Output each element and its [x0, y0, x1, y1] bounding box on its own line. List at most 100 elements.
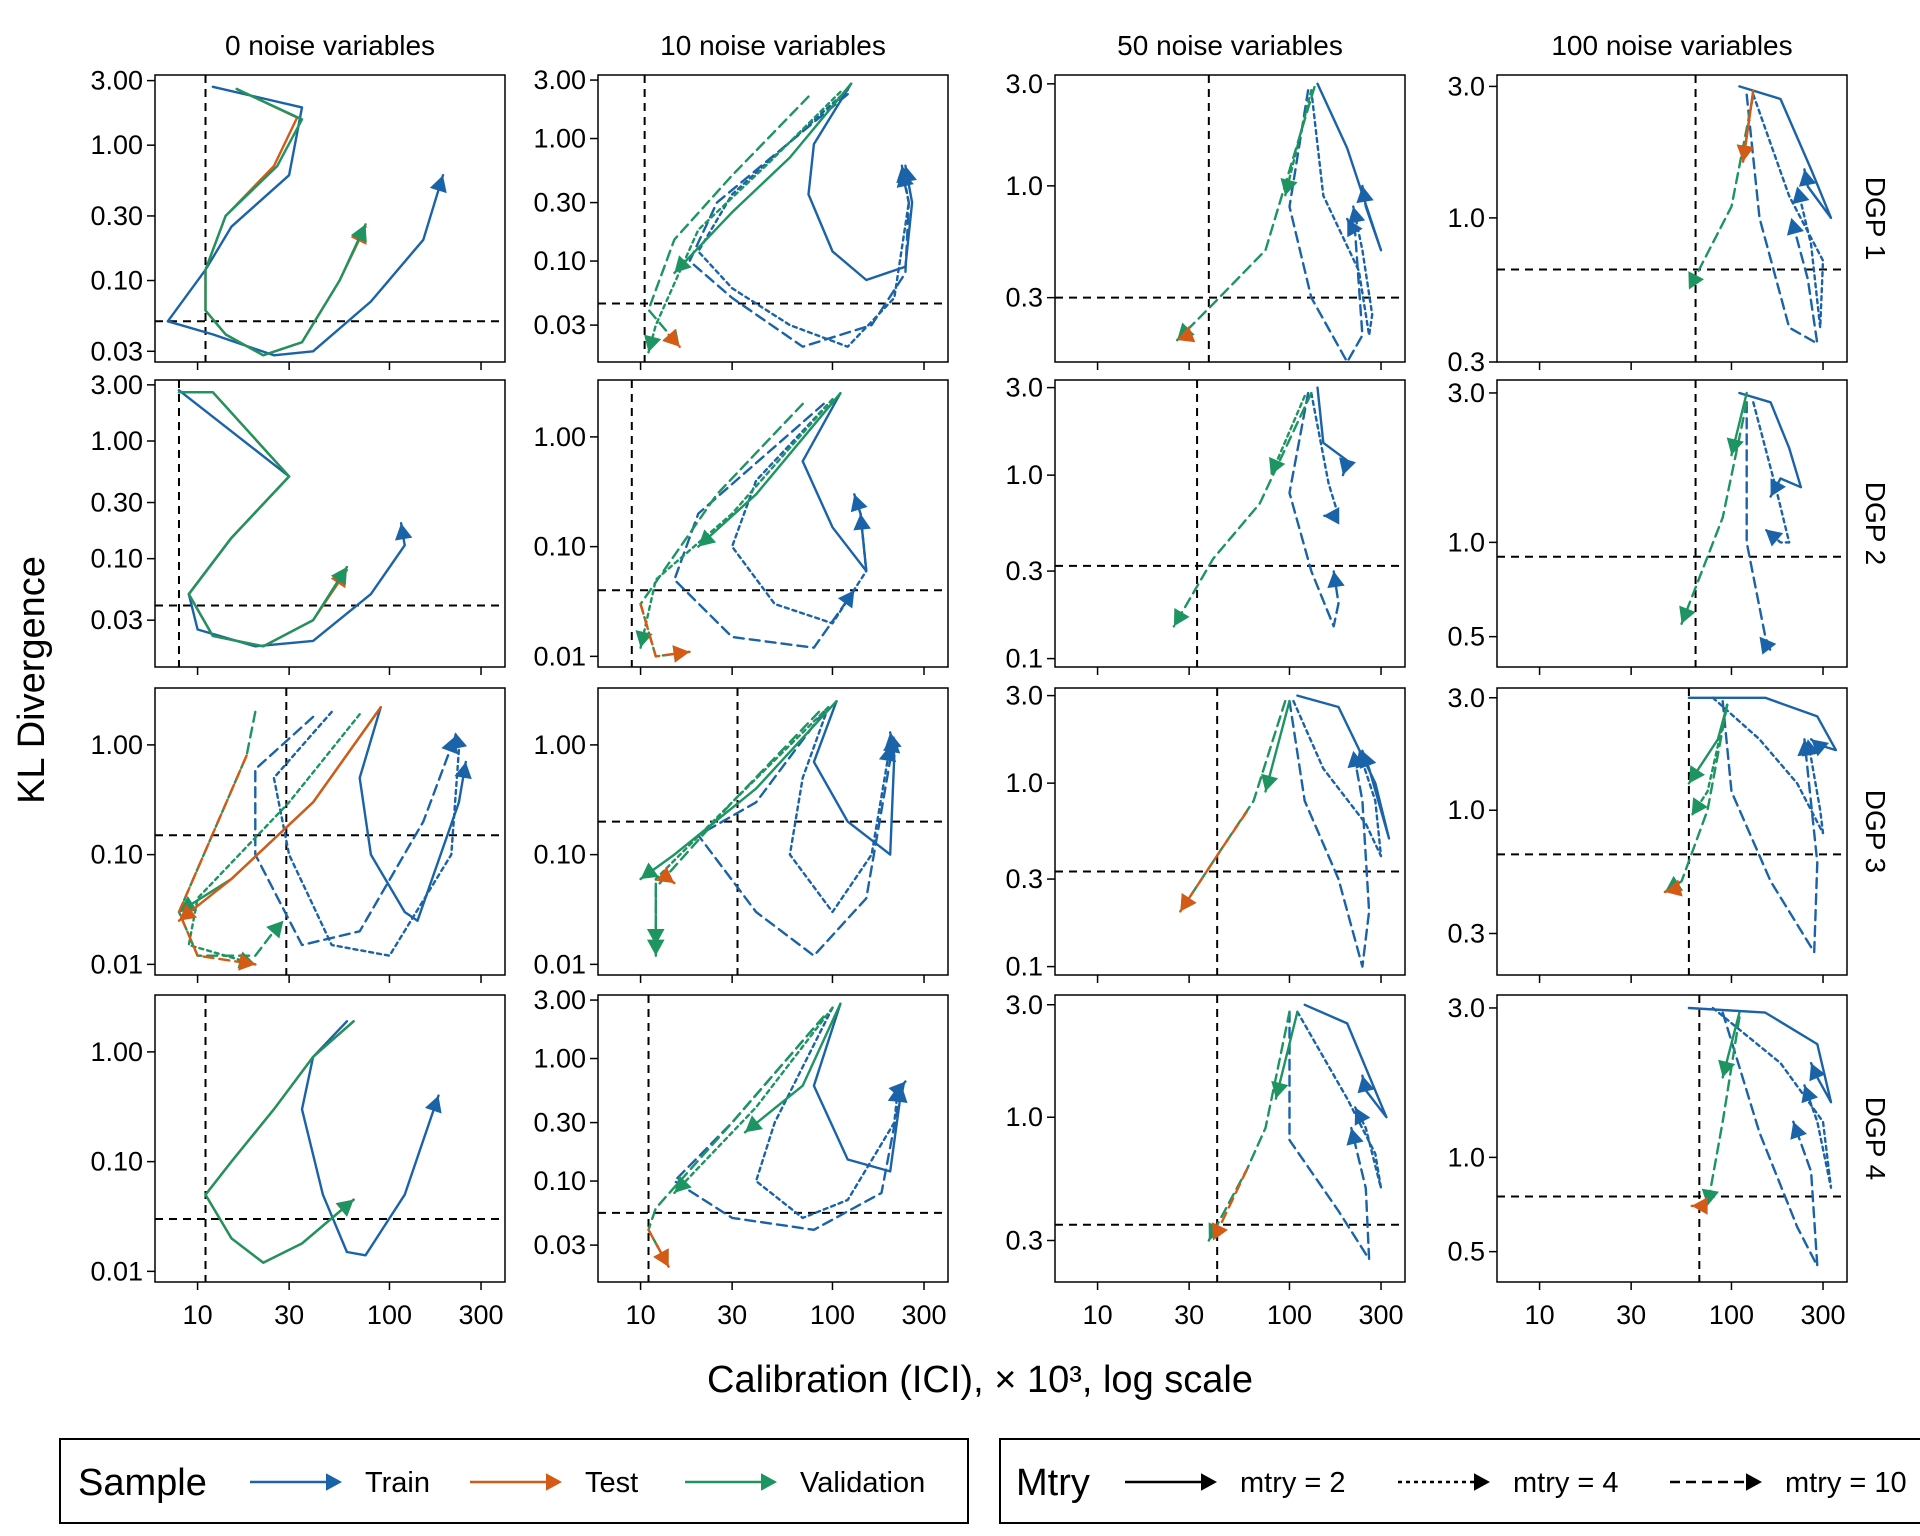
- y-tick-label: 1.0: [1447, 203, 1485, 233]
- panel-dgp-2-100-noise-variables: 3.0 1.0 0.5: [1447, 378, 1848, 675]
- row-strip-label: DGP 1: [1860, 177, 1891, 261]
- y-tick-label: 3.0: [1447, 993, 1485, 1023]
- series-test-mtry-10-arrowhead: [662, 329, 680, 347]
- series-train-mtry-4: [272, 710, 461, 957]
- row-strip-label: DGP 3: [1860, 790, 1891, 874]
- y-tick-label: 0.01: [533, 641, 586, 671]
- legends: Sample Train Test Validation Mtry mtry = 2 mtr…: [59, 1438, 1920, 1524]
- x-tick-label: 100: [810, 1300, 855, 1330]
- series-train-mtry-10-arrowhead: [1790, 1121, 1807, 1140]
- x-tick-label: 30: [274, 1300, 304, 1330]
- series-validation-mtry-2-arrowhead: [1271, 1080, 1289, 1099]
- panel-frame: [1496, 687, 1848, 976]
- legend-key-train-arrowhead: [326, 1473, 342, 1491]
- panel-plot-area: [1497, 995, 1847, 1282]
- x-tick-label: 100: [367, 1300, 412, 1330]
- series-train-mtry-10: [1288, 89, 1364, 362]
- legend-label-test: Test: [585, 1467, 638, 1499]
- x-tick-label: 30: [1616, 1300, 1646, 1330]
- column-strip-label: 100 noise variables: [1551, 30, 1792, 61]
- y-tick-label: 1.00: [533, 1044, 586, 1074]
- panel-frame: [154, 74, 506, 363]
- y-tick-label: 1.00: [90, 130, 143, 160]
- panel-plot-area: [598, 75, 948, 362]
- series-test-mtry-10-arrowhead: [1180, 893, 1197, 912]
- series-train-mtry-4: [1310, 89, 1374, 337]
- series-validation-mtry-10: [647, 1015, 825, 1268]
- series-train-mtry-10-arrowhead: [1797, 739, 1815, 757]
- series-train-mtry-2: [300, 1020, 440, 1257]
- series-validation-mtry-4: [1283, 89, 1313, 197]
- y-tick-label: 3.0: [1005, 373, 1043, 403]
- series-train-mtry-10: [673, 402, 856, 649]
- series-train-mtry-2-arrowhead: [454, 761, 472, 780]
- series-validation-mtry-4-arrowhead: [1269, 456, 1286, 476]
- series-train-mtry-10-arrowhead: [1347, 218, 1363, 238]
- series-train-mtry-10: [1288, 391, 1340, 628]
- x-tick-label: 300: [458, 1300, 503, 1330]
- legend-label-mtry-2: mtry = 2: [1240, 1467, 1346, 1499]
- y-tick-label: 1.00: [90, 1037, 143, 1067]
- panel-plot-area: [155, 380, 505, 667]
- y-tick-label: 0.3: [1447, 918, 1485, 948]
- column-strip-label: 10 noise variables: [660, 30, 886, 61]
- series-test-mtry-2-arrowhead: [1736, 144, 1755, 162]
- series-validation-mtry-4-arrowhead: [644, 334, 662, 353]
- y-tick-label: 3.0: [1005, 990, 1043, 1020]
- series-train-mtry-4: [730, 398, 868, 625]
- legend-label-mtry-4: mtry = 4: [1513, 1467, 1619, 1499]
- series-train-mtry-10: [1288, 1010, 1371, 1261]
- series-train-mtry-4: [1752, 93, 1825, 329]
- panel-plot-area: [1055, 688, 1405, 975]
- y-tick-label: 3.00: [533, 985, 586, 1015]
- series-validation-mtry-10: [654, 710, 821, 957]
- series-train-mtry-2: [1738, 391, 1803, 498]
- series-train-mtry-10-arrowhead: [837, 590, 855, 609]
- y-tick-label: 1.0: [1447, 1142, 1485, 1172]
- x-tick-label: 300: [901, 1300, 946, 1330]
- legend-label-train: Train: [365, 1467, 430, 1499]
- series-validation-mtry-10: [1687, 93, 1755, 291]
- panel-plot-area: [598, 380, 948, 667]
- y-tick-label: 0.10: [533, 246, 586, 276]
- series-validation-mtry-4: [647, 90, 842, 354]
- panel-plot-area: [1497, 688, 1847, 975]
- series-validation-mtry-10-arrowhead: [646, 939, 665, 956]
- y-tick-label: 3.0: [1447, 378, 1485, 408]
- y-tick-label: 0.03: [533, 310, 586, 340]
- panel-plot-area: [1497, 380, 1847, 667]
- x-tick-label: 100: [1267, 1300, 1312, 1330]
- y-axis-title: KL Divergence: [11, 556, 53, 804]
- panel-plot-area: [598, 995, 948, 1282]
- y-tick-label: 0.3: [1005, 864, 1043, 894]
- panel-plot-area: [598, 688, 948, 975]
- y-tick-label: 0.03: [90, 336, 143, 366]
- panel-plot-area: [1055, 75, 1405, 362]
- series-test-mtry-10-arrowhead: [653, 1248, 669, 1267]
- series-train-mtry-4-arrowhead: [1323, 507, 1340, 525]
- series-test-mtry-10: [1179, 810, 1249, 913]
- series-validation-mtry-2: [743, 1002, 842, 1134]
- series-train-mtry-2: [807, 82, 914, 282]
- series-validation-mtry-10: [1706, 1016, 1741, 1208]
- series-validation-mtry-2: [204, 87, 367, 357]
- y-tick-label: 0.01: [533, 949, 586, 979]
- series-validation-mtry-10-arrowhead: [1679, 605, 1696, 624]
- series-validation-mtry-2-arrowhead: [350, 224, 367, 243]
- series-validation-mtry-2-arrowhead: [744, 1115, 763, 1133]
- legend-sample-title: Sample: [78, 1462, 207, 1504]
- y-tick-label: 1.00: [533, 124, 586, 154]
- series-train-mtry-2-arrowhead: [1357, 1075, 1375, 1094]
- y-tick-label: 0.10: [90, 544, 143, 574]
- series-train-mtry-10: [1745, 93, 1819, 345]
- series-test-mtry-10: [177, 754, 257, 966]
- series-train-mtry-4-arrowhead: [1765, 529, 1784, 547]
- series-train-mtry-10-arrowhead: [1347, 750, 1365, 769]
- panel-frame: [1054, 687, 1406, 976]
- legend-label-validation: Validation: [800, 1467, 925, 1499]
- y-tick-label: 3.0: [1447, 71, 1485, 101]
- y-tick-label: 1.0: [1447, 527, 1485, 557]
- series-test-mtry-10-arrowhead: [1664, 879, 1683, 897]
- series-train-mtry-2-arrowhead: [1809, 1063, 1826, 1082]
